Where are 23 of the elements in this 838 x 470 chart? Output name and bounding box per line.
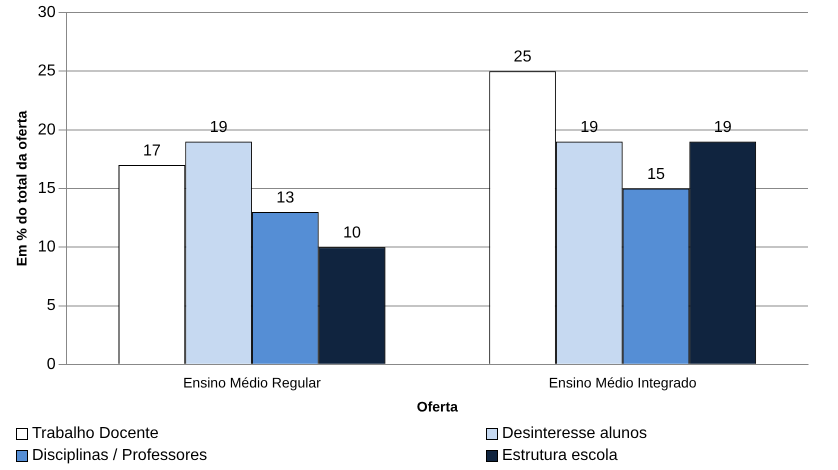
data-label: 19 [580, 119, 598, 136]
data-label: 19 [210, 119, 228, 136]
data-label: 25 [514, 48, 532, 66]
x-tick-label: Ensino Médio Integrado [548, 374, 697, 391]
data-label: 10 [343, 224, 362, 242]
legend-label: Desinteresse alunos [502, 424, 647, 444]
data-label: 13 [276, 189, 294, 206]
y-tick-label: 20 [38, 121, 56, 138]
y-tick-label: 0 [46, 356, 56, 373]
legend-label: Estrutura escola [502, 446, 618, 466]
y-tick-label: 15 [38, 180, 56, 197]
y-tick-label: 25 [38, 62, 56, 80]
data-label: 17 [142, 142, 161, 160]
legend-label: Trabalho Docente [32, 424, 159, 444]
x-tick-label: Ensino Médio Regular [183, 374, 322, 391]
x-axis-title: Oferta [416, 398, 458, 414]
data-label: 19 [714, 119, 732, 136]
y-tick-label: 5 [46, 297, 56, 314]
y-tick-label: 10 [38, 238, 56, 256]
data-label: 15 [647, 166, 666, 183]
y-tick-label: 30 [38, 4, 56, 22]
y-axis-title: Em % do total da oferta [13, 110, 30, 266]
legend-label: Disciplinas / Professores [32, 446, 208, 466]
